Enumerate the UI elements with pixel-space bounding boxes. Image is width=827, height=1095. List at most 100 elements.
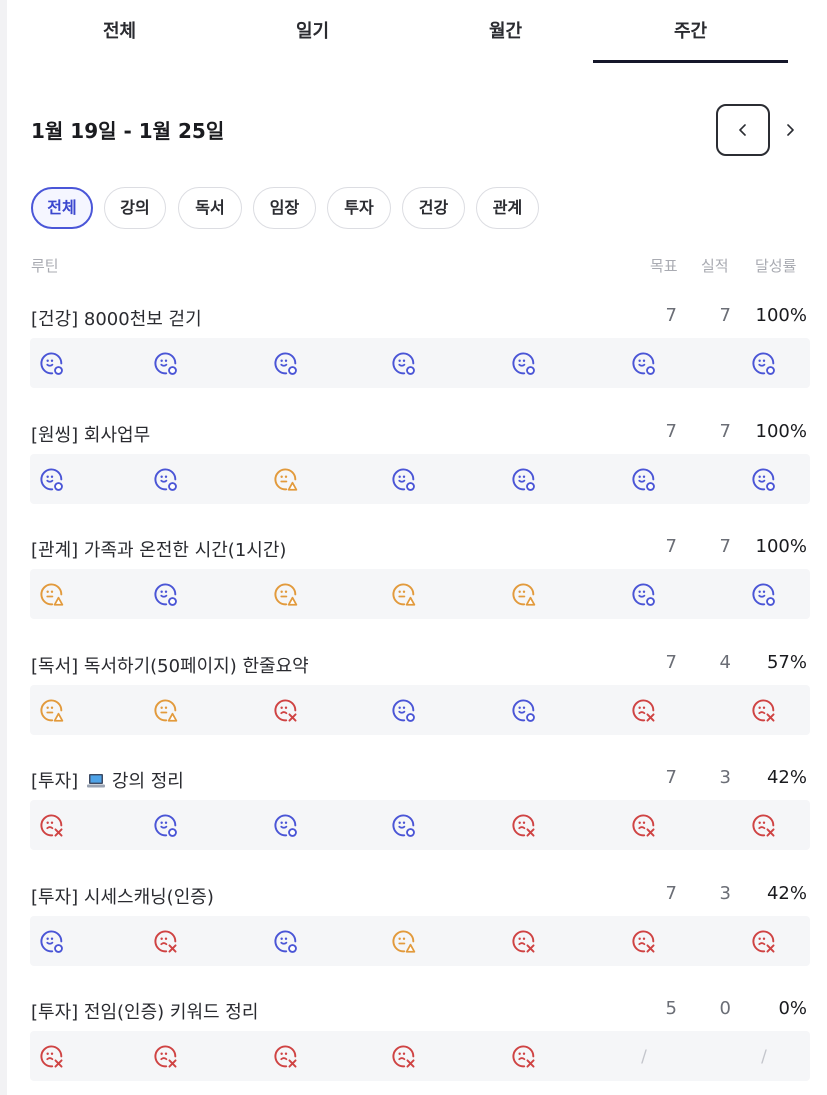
routine-name[interactable]: [투자] 전임(인증) 키워드 정리	[31, 1002, 259, 1023]
neutral-warning-icon[interactable]	[153, 698, 179, 724]
routine-day-strip	[30, 685, 810, 735]
routine-achievement-rate: 0%	[778, 998, 807, 1019]
sad-x-icon[interactable]	[153, 1044, 179, 1070]
filter-chip-reading[interactable]: 독서	[178, 187, 242, 229]
filter-chip-investment[interactable]: 투자	[327, 187, 391, 229]
day-empty-mark: /	[761, 1047, 767, 1067]
routine-name[interactable]: [투자] 시세스캐닝(인증)	[31, 887, 214, 908]
sad-x-icon[interactable]	[273, 698, 299, 724]
neutral-warning-icon[interactable]	[391, 929, 417, 955]
routine-name[interactable]: [건강] 8000천보 걷기	[31, 309, 202, 330]
routine-actual-count: 7	[719, 305, 731, 326]
smile-check-icon[interactable]	[511, 467, 537, 493]
routine-day-strip	[30, 800, 810, 850]
sad-x-icon[interactable]	[153, 929, 179, 955]
routine-actual-count: 3	[719, 767, 731, 788]
smile-check-icon[interactable]	[391, 698, 417, 724]
chevron-right-icon	[787, 124, 794, 136]
smile-check-icon[interactable]	[631, 351, 657, 377]
column-header-routine: 루틴	[31, 257, 59, 275]
routine-day-strip: / /	[30, 1031, 810, 1081]
filter-chip-lecture[interactable]: 강의	[104, 187, 166, 229]
previous-week-button[interactable]	[716, 104, 770, 156]
smile-check-icon[interactable]	[511, 698, 537, 724]
smile-check-icon[interactable]	[153, 351, 179, 377]
smile-check-icon[interactable]	[273, 813, 299, 839]
column-header-rate: 달성률	[755, 257, 797, 275]
routine-title: 강의 정리	[111, 771, 184, 792]
sad-x-icon[interactable]	[39, 1044, 65, 1070]
smile-check-icon[interactable]	[39, 467, 65, 493]
sad-x-icon[interactable]	[751, 813, 777, 839]
routine-achievement-rate: 42%	[766, 767, 807, 788]
routine-achievement-rate: 100%	[755, 536, 807, 557]
routine-day-strip	[30, 454, 810, 504]
routine-goal-count: 7	[665, 536, 677, 557]
smile-check-icon[interactable]	[153, 582, 179, 608]
tab-monthly[interactable]: 월간	[488, 21, 523, 42]
smile-check-icon[interactable]	[511, 351, 537, 377]
left-divider	[0, 0, 7, 1095]
sad-x-icon[interactable]	[631, 698, 657, 724]
smile-check-icon[interactable]	[751, 582, 777, 608]
sad-x-icon[interactable]	[273, 1044, 299, 1070]
smile-check-icon[interactable]	[273, 929, 299, 955]
routine-day-strip	[30, 916, 810, 966]
routine-achievement-rate: 42%	[766, 883, 807, 904]
filter-chip-health[interactable]: 건강	[402, 187, 465, 229]
routine-goal-count: 7	[665, 305, 677, 326]
routine-achievement-rate: 100%	[755, 421, 807, 442]
neutral-warning-icon[interactable]	[39, 698, 65, 724]
smile-check-icon[interactable]	[153, 467, 179, 493]
smile-check-icon[interactable]	[631, 467, 657, 493]
routine-achievement-rate: 100%	[755, 305, 807, 326]
filter-chip-all[interactable]: 전체	[31, 187, 93, 229]
next-week-button[interactable]	[773, 104, 807, 156]
sad-x-icon[interactable]	[631, 929, 657, 955]
tab-all[interactable]: 전체	[102, 21, 137, 42]
column-header-actual: 실적	[701, 257, 729, 275]
filter-chip-relations[interactable]: 관계	[476, 187, 539, 229]
smile-check-icon[interactable]	[273, 351, 299, 377]
routine-name[interactable]: [투자] 강의 정리	[31, 767, 184, 793]
routine-name[interactable]: [독서] 독서하기(50페이지) 한줄요약	[31, 656, 309, 677]
neutral-warning-icon[interactable]	[39, 582, 65, 608]
day-empty-mark: /	[641, 1047, 647, 1067]
sad-x-icon[interactable]	[511, 813, 537, 839]
routine-actual-count: 3	[719, 883, 731, 904]
sad-x-icon[interactable]	[511, 1044, 537, 1070]
sad-x-icon[interactable]	[511, 929, 537, 955]
smile-check-icon[interactable]	[391, 467, 417, 493]
tab-diary[interactable]: 일기	[295, 21, 330, 42]
tab-weekly[interactable]: 주간	[673, 21, 708, 42]
smile-check-icon[interactable]	[39, 929, 65, 955]
smile-check-icon[interactable]	[751, 351, 777, 377]
neutral-warning-icon[interactable]	[273, 467, 299, 493]
sad-x-icon[interactable]	[751, 698, 777, 724]
smile-check-icon[interactable]	[153, 813, 179, 839]
sad-x-icon[interactable]	[751, 929, 777, 955]
neutral-warning-icon[interactable]	[391, 582, 417, 608]
smile-check-icon[interactable]	[391, 351, 417, 377]
routine-goal-count: 7	[665, 421, 677, 442]
routine-name[interactable]: [원씽] 회사업무	[31, 425, 151, 446]
neutral-warning-icon[interactable]	[273, 582, 299, 608]
sad-x-icon[interactable]	[391, 1044, 417, 1070]
filter-chip-site-visit[interactable]: 임장	[253, 187, 316, 229]
routine-actual-count: 7	[719, 536, 731, 557]
routine-category: [투자]	[31, 771, 79, 792]
smile-check-icon[interactable]	[391, 813, 417, 839]
smile-check-icon[interactable]	[751, 467, 777, 493]
routine-name[interactable]: [관계] 가족과 온전한 시간(1시간)	[31, 540, 287, 561]
smile-check-icon[interactable]	[39, 351, 65, 377]
active-tab-indicator	[593, 60, 788, 63]
routine-day-strip	[30, 569, 810, 619]
chevron-left-icon	[739, 124, 746, 136]
neutral-warning-icon[interactable]	[511, 582, 537, 608]
sad-x-icon[interactable]	[39, 813, 65, 839]
routine-goal-count: 7	[665, 883, 677, 904]
sad-x-icon[interactable]	[631, 813, 657, 839]
smile-check-icon[interactable]	[631, 582, 657, 608]
routine-day-strip	[30, 338, 810, 388]
routine-actual-count: 0	[719, 998, 731, 1019]
